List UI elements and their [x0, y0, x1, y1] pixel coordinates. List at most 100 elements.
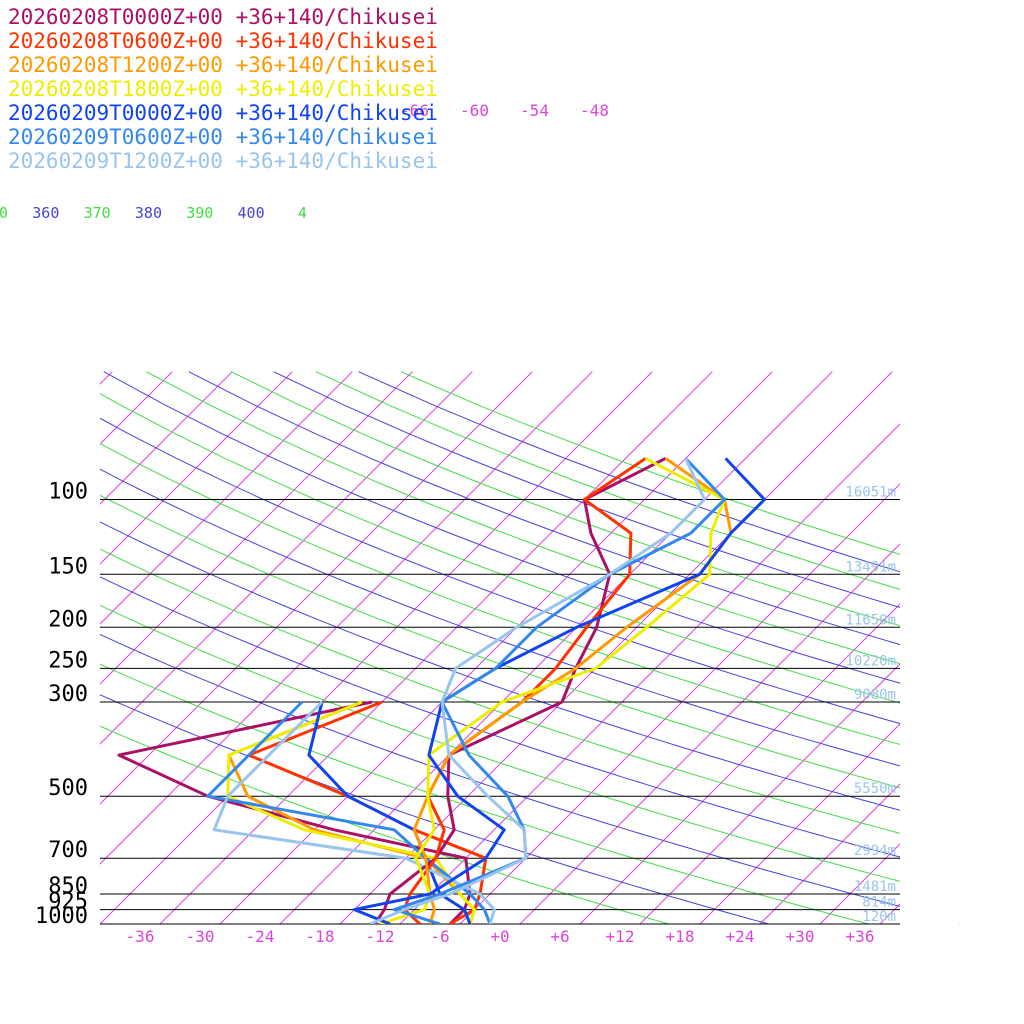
pressure-label: 700	[48, 838, 88, 863]
temperature-line	[373, 457, 667, 924]
isotherm-label: -54	[520, 101, 549, 120]
height-label: 10220m	[845, 653, 896, 669]
dry-adiabat-line	[100, 442, 900, 745]
wind-barb-shaft	[959, 909, 960, 911]
dry-adiabat-line	[100, 468, 900, 767]
isotherm-line	[100, 371, 593, 865]
dewpoint-line	[117, 700, 472, 924]
isotherm-label: -66	[400, 101, 429, 120]
wind-barb-pennant	[991, 493, 1002, 507]
temperature-line	[379, 457, 726, 924]
dry-adiabat-line	[100, 633, 900, 907]
wind-barb-shaft	[959, 667, 960, 669]
wind-barb-flag	[976, 955, 986, 968]
wind-barb-flag	[988, 495, 995, 510]
isotherm-line	[639, 663, 900, 924]
dry-adiabat-line	[100, 548, 900, 834]
dewpoint-line	[226, 700, 476, 924]
isotherm-line	[459, 483, 900, 924]
wind-barb-flag	[976, 497, 983, 512]
temperature-tick-label: -12	[366, 927, 395, 946]
legend-entry: 20260209T1200Z+00 +36+140/Chikusei	[8, 149, 438, 173]
isotherm-label: -48	[580, 101, 609, 120]
height-label: 814m	[862, 895, 896, 911]
isotherm-line	[159, 371, 713, 924]
pressure-label: 300	[48, 682, 88, 707]
isotherm-label: -60	[460, 101, 489, 120]
wind-barb-pennant	[979, 622, 990, 636]
sounding-profiles	[117, 457, 766, 924]
wind-barb-flag	[1000, 894, 1004, 910]
dewpoint-line	[206, 700, 492, 924]
wind-barb-half-flag	[982, 755, 984, 763]
isotherm-line	[879, 903, 900, 924]
wind-barb-flag	[1000, 755, 1004, 771]
wind-barb-flag	[993, 865, 1000, 880]
wind-barb-half-flag	[970, 498, 973, 506]
dry-adiabat-line	[100, 725, 669, 924]
dry-adiabat-line	[103, 371, 900, 684]
temperature-tick-label: -18	[306, 927, 335, 946]
isotherm-line	[100, 371, 233, 505]
height-label: 13491m	[845, 559, 896, 575]
wind-barb-flag	[988, 755, 992, 771]
temperature-line	[392, 457, 726, 924]
pressure-label: 925	[48, 890, 88, 915]
isotherm-line	[100, 371, 473, 745]
wind-barb-flag	[999, 864, 1006, 879]
isotherm-line	[579, 603, 900, 924]
legend-entry: 20260208T0600Z+00 +36+140/Chikusei	[8, 29, 438, 53]
theta-label: 370	[84, 204, 111, 222]
height-label: 11650m	[845, 612, 896, 628]
dry-adiabat-line	[400, 371, 900, 555]
theta-label: 350	[0, 204, 8, 222]
dry-adiabat-line	[100, 392, 900, 704]
dry-adiabat-line	[100, 663, 869, 924]
dry-adiabat-line	[100, 694, 769, 924]
isotherm-line	[519, 543, 900, 924]
wind-barb-flag	[996, 923, 998, 939]
isotherm-line	[279, 371, 833, 924]
isotherm-line	[759, 783, 900, 924]
isotherm-line	[0, 372, 52, 924]
wind-barb-flag	[994, 755, 998, 771]
pressure-label: 150	[48, 554, 88, 579]
wind-barb-flag	[981, 451, 990, 465]
height-label: 1481m	[854, 879, 896, 895]
wind-barb-flag	[982, 665, 989, 680]
dry-adiabat-line	[100, 604, 900, 882]
wind-barb-pennant	[989, 445, 1002, 458]
wind-barb-flag	[981, 837, 990, 851]
theta-label: 400	[238, 204, 265, 222]
wind-barb-flag	[986, 804, 995, 818]
legend-entry: 20260208T1800Z+00 +36+140/Chikusei	[8, 77, 438, 101]
temperature-tick-label: +0	[490, 927, 509, 946]
temperature-tick-label: +12	[606, 927, 635, 946]
temperature-tick-label: +24	[726, 927, 755, 946]
dry-adiabat-line	[100, 576, 900, 858]
wind-barb-flag	[988, 777, 992, 793]
temperature-tick-label: -36	[126, 927, 155, 946]
wind-barb-shaft	[959, 701, 960, 703]
height-label: 120m	[862, 909, 896, 925]
wind-barb-half-flag	[976, 625, 979, 633]
wind-barb-shaft	[959, 573, 960, 575]
dry-adiabat-line	[100, 494, 900, 789]
dry-adiabat-line	[100, 521, 900, 811]
temperature-tick-label: +30	[786, 927, 815, 946]
pressure-label: 250	[48, 648, 88, 673]
legend: 20260208T0000Z+00 +36+140/Chikusei202602…	[8, 5, 438, 173]
wind-barb-flag	[988, 664, 995, 679]
wind-barb-shaft	[959, 812, 960, 814]
isotherm-line	[819, 843, 900, 924]
wind-barb-pennant	[991, 661, 1002, 675]
wind-barb-flag	[994, 777, 998, 793]
isotherm-lines	[0, 371, 900, 924]
temperature-tick-label: -24	[246, 927, 275, 946]
isotherm-line	[100, 371, 353, 625]
wind-barb-half-flag	[988, 866, 991, 874]
wind-barb-flag	[976, 573, 981, 589]
height-label: 9080m	[854, 687, 896, 703]
wind-barb-flag	[994, 894, 998, 910]
